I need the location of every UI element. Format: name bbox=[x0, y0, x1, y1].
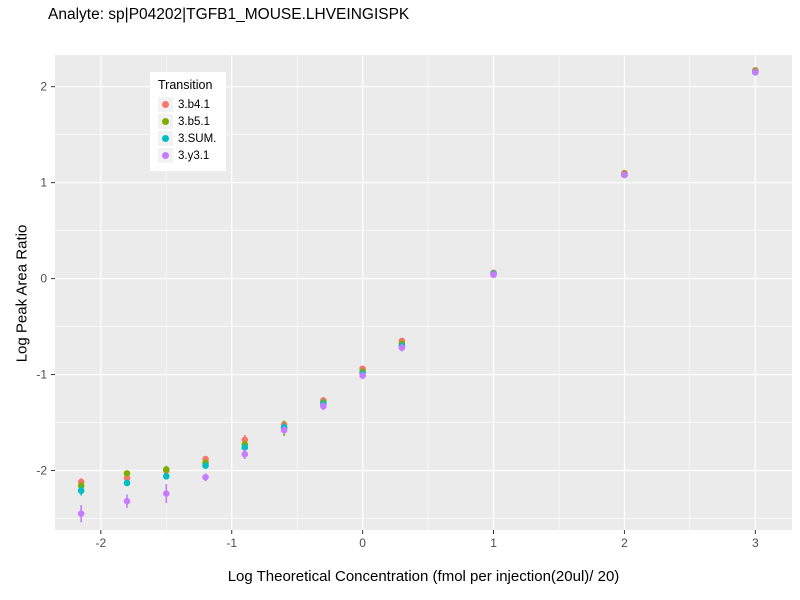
legend-item-label: 3.b4.1 bbox=[178, 98, 210, 111]
legend: Transition 3.b4.1 3.b5.1 3.SUM. 3.y3.1 bbox=[150, 72, 227, 171]
x-tick-label: 3 bbox=[752, 536, 759, 550]
y-tick-label: 0 bbox=[40, 272, 47, 286]
data-point bbox=[490, 271, 497, 279]
legend-item-label: 3.y3.1 bbox=[178, 149, 210, 162]
y-tick-label: 2 bbox=[40, 80, 47, 94]
y-tick-label: -2 bbox=[36, 464, 47, 478]
data-point bbox=[162, 472, 170, 480]
legend-key bbox=[158, 131, 173, 146]
legend-key bbox=[158, 148, 173, 163]
legend-item: 3.b5.1 bbox=[158, 113, 216, 130]
legend-title: Transition bbox=[158, 78, 213, 92]
data-point bbox=[202, 473, 209, 481]
data-point bbox=[241, 450, 249, 458]
x-tick-label: 1 bbox=[490, 536, 497, 550]
data-point bbox=[202, 462, 209, 470]
legend-key bbox=[158, 97, 173, 112]
chart-title: Analyte: sp|P04202|TGFB1_MOUSE.LHVEINGIS… bbox=[48, 6, 410, 23]
data-point bbox=[77, 487, 85, 494]
data-point bbox=[123, 479, 131, 487]
legend-item: 3.b4.1 bbox=[158, 96, 216, 113]
legend-item-label: 3.SUM. bbox=[178, 132, 217, 145]
data-point bbox=[123, 470, 131, 477]
data-point bbox=[320, 402, 327, 410]
data-point bbox=[398, 344, 406, 351]
legend-items: 3.b4.1 3.b5.1 3.SUM. 3.y3.1 bbox=[158, 96, 216, 164]
data-point bbox=[241, 444, 249, 451]
data-point bbox=[359, 372, 366, 379]
y-tick-label: -1 bbox=[36, 368, 47, 382]
legend-dot-icon bbox=[162, 135, 169, 142]
data-point bbox=[123, 474, 131, 482]
x-tick-label: 2 bbox=[621, 536, 628, 550]
data-point bbox=[77, 510, 85, 517]
x-tick-label: -2 bbox=[95, 536, 106, 550]
legend-item: 3.y3.1 bbox=[158, 147, 216, 164]
data-point bbox=[241, 436, 249, 444]
x-axis-label: Log Theoretical Concentration (fmol per … bbox=[227, 568, 620, 585]
legend-dot-icon bbox=[162, 101, 169, 108]
legend-item: 3.SUM. bbox=[158, 130, 216, 147]
data-point bbox=[123, 497, 131, 505]
data-point bbox=[162, 466, 170, 473]
y-tick-label: 1 bbox=[40, 176, 47, 190]
x-tick-label: -1 bbox=[226, 536, 237, 550]
data-point bbox=[162, 490, 170, 497]
data-point bbox=[280, 426, 288, 434]
legend-dot-icon bbox=[162, 118, 169, 125]
data-point bbox=[621, 171, 628, 179]
data-point bbox=[752, 68, 759, 76]
legend-key bbox=[158, 114, 173, 129]
legend-dot-icon bbox=[162, 152, 169, 159]
y-axis-label: Log Peak Area Ratio bbox=[13, 224, 31, 363]
legend-item-label: 3.b5.1 bbox=[178, 115, 210, 128]
x-tick-label: 0 bbox=[359, 536, 366, 550]
